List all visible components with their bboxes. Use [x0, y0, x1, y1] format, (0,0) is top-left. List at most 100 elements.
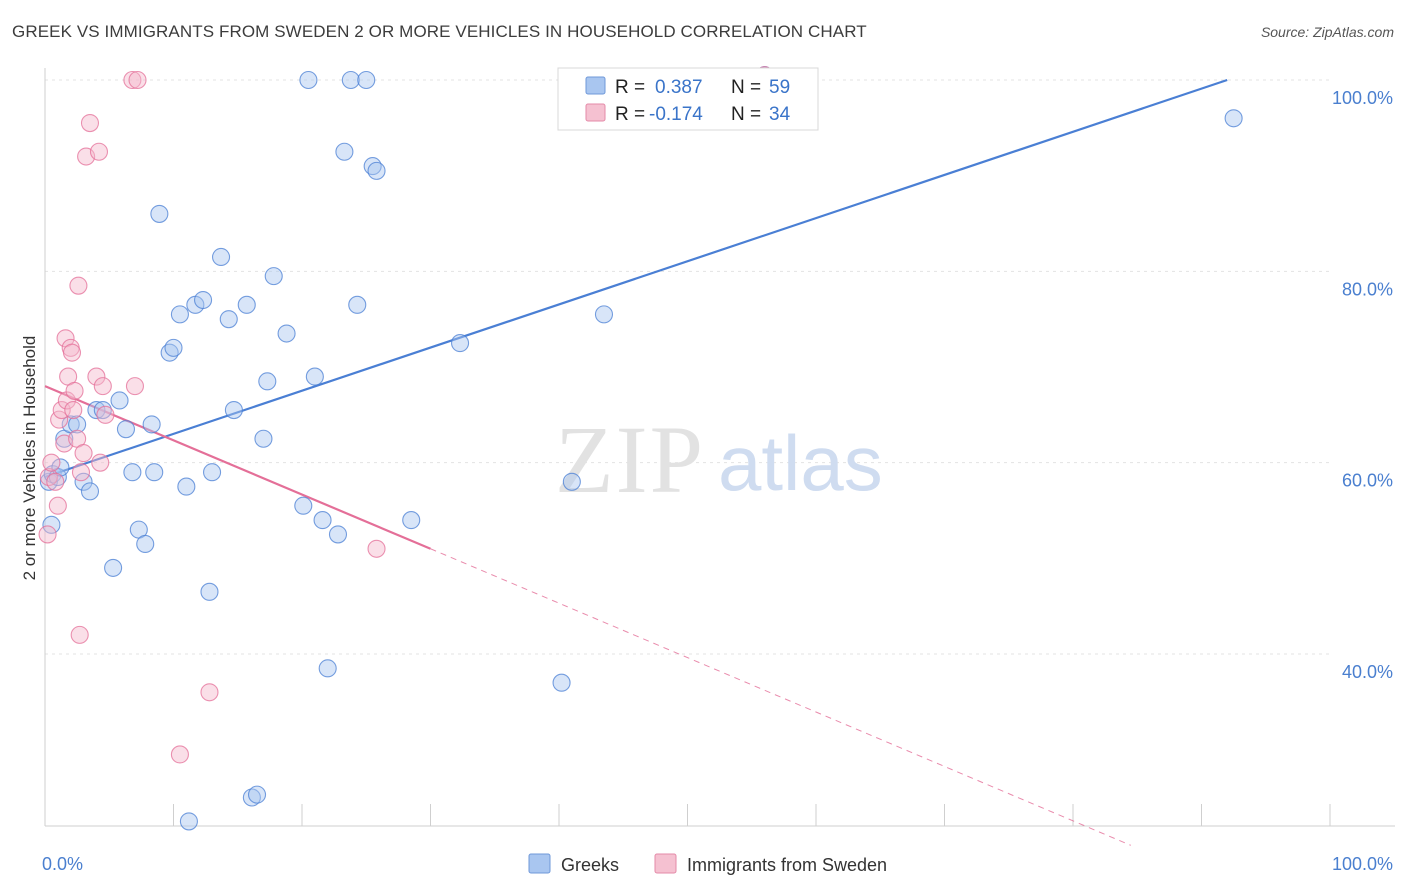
legend-swatch-sweden [585, 103, 606, 122]
point-sweden [69, 276, 88, 295]
bottom-legend-greeks: Greeks [561, 855, 619, 875]
point-greeks [68, 415, 87, 434]
legend-swatch-greeks [585, 76, 606, 95]
point-greeks [104, 558, 123, 577]
point-greeks [203, 463, 222, 482]
trend-line-extension [430, 548, 1132, 846]
point-greeks [116, 420, 136, 439]
point-sweden [70, 625, 89, 644]
point-greeks [1224, 109, 1243, 128]
point-sweden [125, 377, 144, 396]
point-greeks [110, 391, 129, 410]
point-greeks [313, 511, 332, 530]
axes [44, 68, 1395, 827]
point-greeks [237, 295, 256, 314]
point-greeks [299, 70, 318, 90]
series-legend: Greeks Immigrants from Sweden [528, 853, 887, 875]
legend-n-value-1: 59 [769, 77, 790, 98]
point-greeks [357, 70, 376, 90]
chart-title: GREEK VS IMMIGRANTS FROM SWEDEN 2 OR MOR… [12, 22, 867, 41]
legend-n-label-1: N = [731, 77, 761, 98]
point-greeks [242, 788, 261, 807]
grid-lines [45, 79, 1330, 655]
legend-r-value-2: -0.174 [649, 104, 703, 125]
legend-n-label-2: N = [731, 104, 761, 125]
point-greeks [335, 142, 354, 161]
legend-n-value-2: 34 [769, 104, 791, 125]
point-sweden [93, 377, 112, 396]
y-tick-label: 40.0% [1342, 662, 1393, 682]
point-sweden [46, 472, 65, 491]
point-sweden [62, 343, 82, 362]
x-tick-labels: 0.0% 100.0% [42, 854, 1393, 874]
x-tick-label: 0.0% [42, 854, 83, 874]
point-sweden [64, 400, 83, 420]
point-greeks [341, 70, 360, 90]
point-greeks [247, 785, 267, 804]
point-greeks [219, 310, 238, 329]
point-greeks [142, 415, 161, 434]
point-greeks [93, 400, 112, 420]
point-greeks [305, 367, 324, 386]
point-greeks [318, 659, 337, 678]
point-greeks [150, 204, 169, 223]
y-tick-label: 80.0% [1342, 279, 1393, 299]
point-sweden [367, 539, 386, 558]
point-greeks [594, 305, 614, 324]
correlation-legend: R = 0.387 N = 59 R = -0.174 N = 34 [557, 67, 819, 131]
point-sweden [48, 496, 67, 515]
point-greeks [211, 247, 231, 267]
y-axis-label: 2 or more Vehicles in Household [20, 336, 39, 581]
point-greeks [200, 582, 219, 601]
point-sweden [89, 142, 109, 161]
point-greeks [294, 496, 313, 515]
point-sweden [57, 391, 76, 410]
watermark-zip: ZIP [555, 406, 705, 513]
bottom-legend-sweden: Immigrants from Sweden [687, 855, 887, 875]
point-greeks [264, 267, 283, 286]
bottom-swatch-sweden [654, 853, 677, 874]
point-sweden [65, 381, 84, 400]
legend-r-label-2: R = [615, 104, 645, 125]
point-greeks [194, 290, 213, 310]
point-greeks [254, 429, 273, 448]
point-sweden [123, 70, 142, 90]
point-greeks [367, 161, 386, 180]
point-greeks [562, 472, 581, 491]
point-greeks [42, 515, 61, 534]
point-sweden [87, 367, 106, 386]
data-points [38, 66, 1243, 831]
point-sweden [200, 683, 219, 702]
bottom-swatch-greeks [528, 853, 551, 874]
point-sweden [80, 114, 100, 133]
y-tick-label: 100.0% [1332, 88, 1393, 108]
point-sweden [38, 525, 57, 544]
y-tick-label: 60.0% [1342, 471, 1393, 491]
point-greeks [451, 334, 470, 353]
point-greeks [136, 534, 155, 554]
point-greeks [277, 324, 296, 343]
watermark-atlas: atlas [718, 419, 883, 507]
point-greeks [224, 400, 243, 420]
point-greeks [177, 477, 196, 496]
point-greeks [80, 482, 100, 501]
y-tick-labels: 40.0% 60.0% 80.0% 100.0% [1332, 88, 1393, 682]
legend-r-label-1: R = [615, 77, 645, 98]
point-greeks [402, 511, 421, 530]
point-sweden [91, 453, 110, 472]
watermark: ZIP atlas [555, 406, 883, 513]
point-greeks [164, 338, 183, 357]
source-label: Source: ZipAtlas.com [1260, 24, 1394, 40]
point-sweden [128, 70, 147, 90]
point-greeks [552, 673, 571, 692]
point-sweden [74, 444, 93, 463]
point-greeks [258, 372, 277, 391]
point-greeks [179, 812, 198, 831]
point-sweden [96, 405, 115, 424]
point-greeks [87, 400, 106, 420]
point-greeks [328, 525, 348, 544]
point-greeks [145, 463, 164, 482]
legend-r-value-1: 0.387 [655, 77, 703, 98]
point-sweden [170, 745, 189, 764]
